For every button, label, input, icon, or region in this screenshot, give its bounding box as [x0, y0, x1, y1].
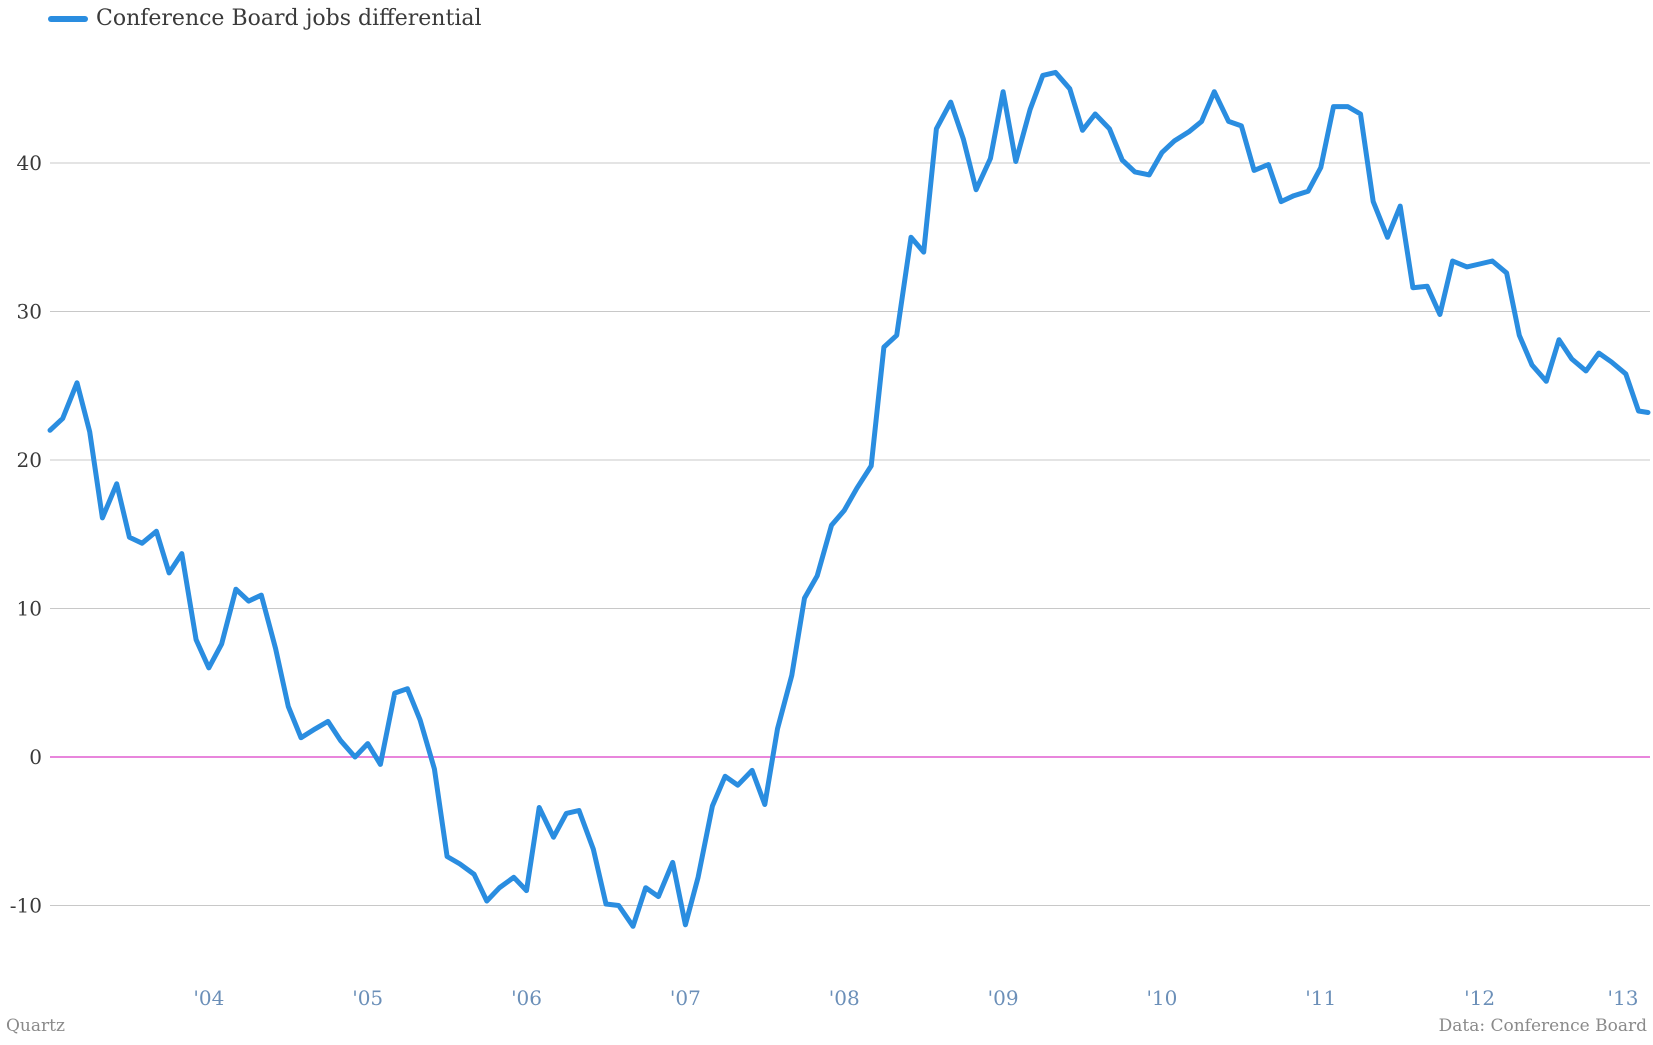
legend-swatch-icon — [48, 15, 88, 22]
gridlines — [50, 162, 1650, 906]
x-tick-label: '13 — [1608, 986, 1639, 1010]
series-group — [47, 69, 1651, 929]
series-line — [47, 69, 1651, 929]
footer-credit: Quartz — [6, 1016, 65, 1036]
x-tick-label: '09 — [988, 986, 1019, 1010]
x-tick-label: '08 — [829, 986, 860, 1010]
y-tick-label: 10 — [17, 597, 42, 621]
x-tick-label: '04 — [193, 986, 224, 1010]
y-tick-label: 30 — [17, 300, 42, 324]
x-tick-label: '11 — [1305, 986, 1336, 1010]
legend: Conference Board jobs differential — [48, 6, 482, 31]
y-tick-label: -10 — [10, 894, 42, 918]
x-tick-label: '12 — [1464, 986, 1495, 1010]
y-tick-label: 40 — [17, 151, 42, 175]
x-tick-label: '10 — [1146, 986, 1177, 1010]
y-tick-label: 20 — [17, 448, 42, 472]
legend-label: Conference Board jobs differential — [96, 6, 482, 31]
x-tick-label: '06 — [511, 986, 542, 1010]
x-tick-label: '05 — [352, 986, 383, 1010]
x-tick-label: '07 — [670, 986, 701, 1010]
x-axis-tick-labels: '04 '05 '06 '07 '08 '09 '10 '11 '12 '13 — [193, 986, 1638, 1010]
y-axis-tick-labels: -10 0 10 20 30 40 — [10, 151, 42, 918]
y-tick-label: 0 — [29, 745, 42, 769]
footer-data-source: Data: Conference Board — [1438, 1016, 1647, 1036]
